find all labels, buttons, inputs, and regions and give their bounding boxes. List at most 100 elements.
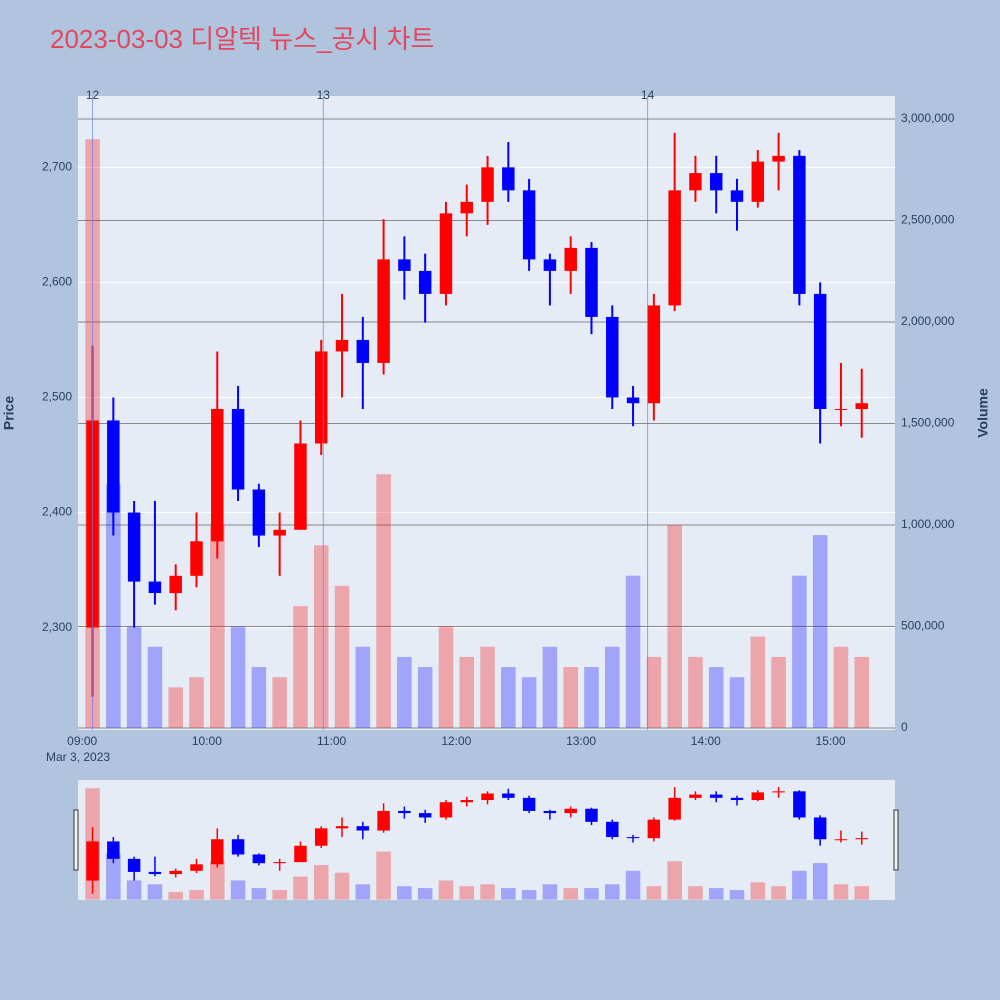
slider-candle-body — [377, 810, 390, 831]
slider-volume-bar — [771, 886, 786, 900]
volume-bar — [604, 646, 620, 728]
x-date-label: Mar 3, 2023 — [46, 750, 110, 764]
volume-bar — [376, 474, 391, 728]
volume-bar — [438, 626, 454, 728]
volume-bar — [542, 646, 558, 728]
slider-candle-body — [834, 839, 848, 841]
volume-bar — [126, 626, 142, 728]
slider-candle-body — [522, 797, 536, 811]
range-handle — [73, 809, 79, 871]
slider-candle-body — [772, 791, 785, 793]
volume-bar — [272, 677, 287, 728]
candle-body — [148, 581, 162, 594]
volume-bar — [313, 545, 329, 728]
slider-volume-bar — [542, 884, 558, 900]
volume-bar — [625, 575, 641, 728]
y-tick-label: 2,400 — [42, 505, 72, 519]
slider-candle-body — [855, 838, 868, 840]
slider-volume-bar — [604, 884, 620, 900]
slider-candle-body — [709, 794, 723, 798]
candle-body — [813, 293, 827, 409]
slider-volume-bar — [584, 888, 599, 900]
candle-body — [564, 247, 577, 271]
candle-body — [626, 397, 640, 404]
slider-candle-body — [689, 794, 702, 798]
y-tick-label: 2,500 — [42, 390, 72, 404]
slider-volume-bar — [376, 851, 391, 900]
slider-volume-bar — [438, 880, 454, 900]
slider-volume-bar — [501, 888, 516, 900]
slider-candle-body — [398, 810, 411, 814]
candle-body — [793, 155, 806, 294]
slider-candle-body — [211, 839, 224, 865]
slider-volume-bar — [147, 884, 163, 900]
volume-bar — [833, 646, 849, 728]
slider-volume-bar — [480, 884, 495, 900]
volume-bar — [584, 667, 599, 728]
slider-volume-bar — [293, 876, 308, 900]
slider-volume-bar — [126, 880, 142, 900]
candle-body — [169, 575, 182, 594]
y2-tick-label: 0 — [901, 720, 908, 734]
y2-tick-label: 3,000,000 — [901, 111, 955, 125]
slider-candle-body — [335, 826, 349, 829]
volume-bar — [189, 677, 204, 728]
slider-volume-bar — [272, 890, 287, 900]
slider-volume-bar — [833, 884, 849, 900]
slider-candle-body — [107, 841, 120, 859]
candle-body — [481, 167, 494, 202]
volume-bar — [397, 656, 412, 728]
chart-title: 2023-03-03 디알텍 뉴스_공시 차트 — [50, 24, 434, 54]
y2-tick-label: 500,000 — [901, 619, 945, 633]
candle-body — [418, 270, 432, 294]
candle-body — [689, 173, 702, 191]
volume-bar — [355, 646, 371, 728]
slider-candle-body — [169, 870, 182, 875]
slider-candle-body — [273, 862, 286, 864]
candle-body — [585, 247, 598, 317]
range-handle — [893, 809, 899, 871]
volume-bar — [501, 667, 516, 728]
slider-candle-body — [190, 864, 203, 871]
volume-bar — [667, 524, 682, 728]
slider-candle-body — [751, 792, 765, 801]
candle-body — [356, 339, 370, 363]
slider-volume-bar — [230, 880, 246, 900]
candle-body — [647, 305, 661, 404]
volume-bar — [106, 484, 121, 728]
volume-bar — [771, 656, 786, 728]
slider-volume-bar — [251, 888, 267, 900]
slider-volume-bar — [625, 870, 641, 900]
news-marker-label: 14 — [641, 88, 655, 102]
volume-bar — [521, 677, 537, 728]
volume-bar — [750, 636, 766, 728]
slider-volume-bar — [397, 886, 412, 900]
volume-bar — [729, 677, 745, 728]
candle-body — [335, 339, 349, 352]
candle-body — [231, 408, 245, 490]
volume-bar — [563, 667, 578, 728]
slider-volume-bar — [792, 870, 807, 900]
volume-bar — [854, 656, 870, 728]
slider-candle-body — [730, 797, 744, 801]
volume-bar — [708, 667, 724, 728]
slider-candle-body — [481, 793, 494, 801]
slider-candle-body — [231, 839, 245, 855]
candle-body — [127, 512, 141, 582]
candle-body — [730, 190, 744, 202]
slider-volume-bar — [667, 861, 682, 900]
slider-volume-bar — [750, 882, 766, 900]
candle-body — [606, 316, 619, 398]
volume-bar — [168, 687, 183, 728]
candle-body — [834, 408, 848, 410]
volume-bar — [792, 575, 807, 728]
slider-volume-bar — [646, 886, 662, 900]
y-tick-label: 2,700 — [42, 160, 72, 174]
slider-volume-bar — [210, 861, 225, 900]
candle-body — [211, 408, 224, 542]
y2-axis-title: Volume — [975, 388, 991, 438]
slider-volume-bar — [854, 886, 870, 900]
slider-volume-bar — [106, 853, 121, 900]
slider-candle-body — [585, 808, 598, 822]
